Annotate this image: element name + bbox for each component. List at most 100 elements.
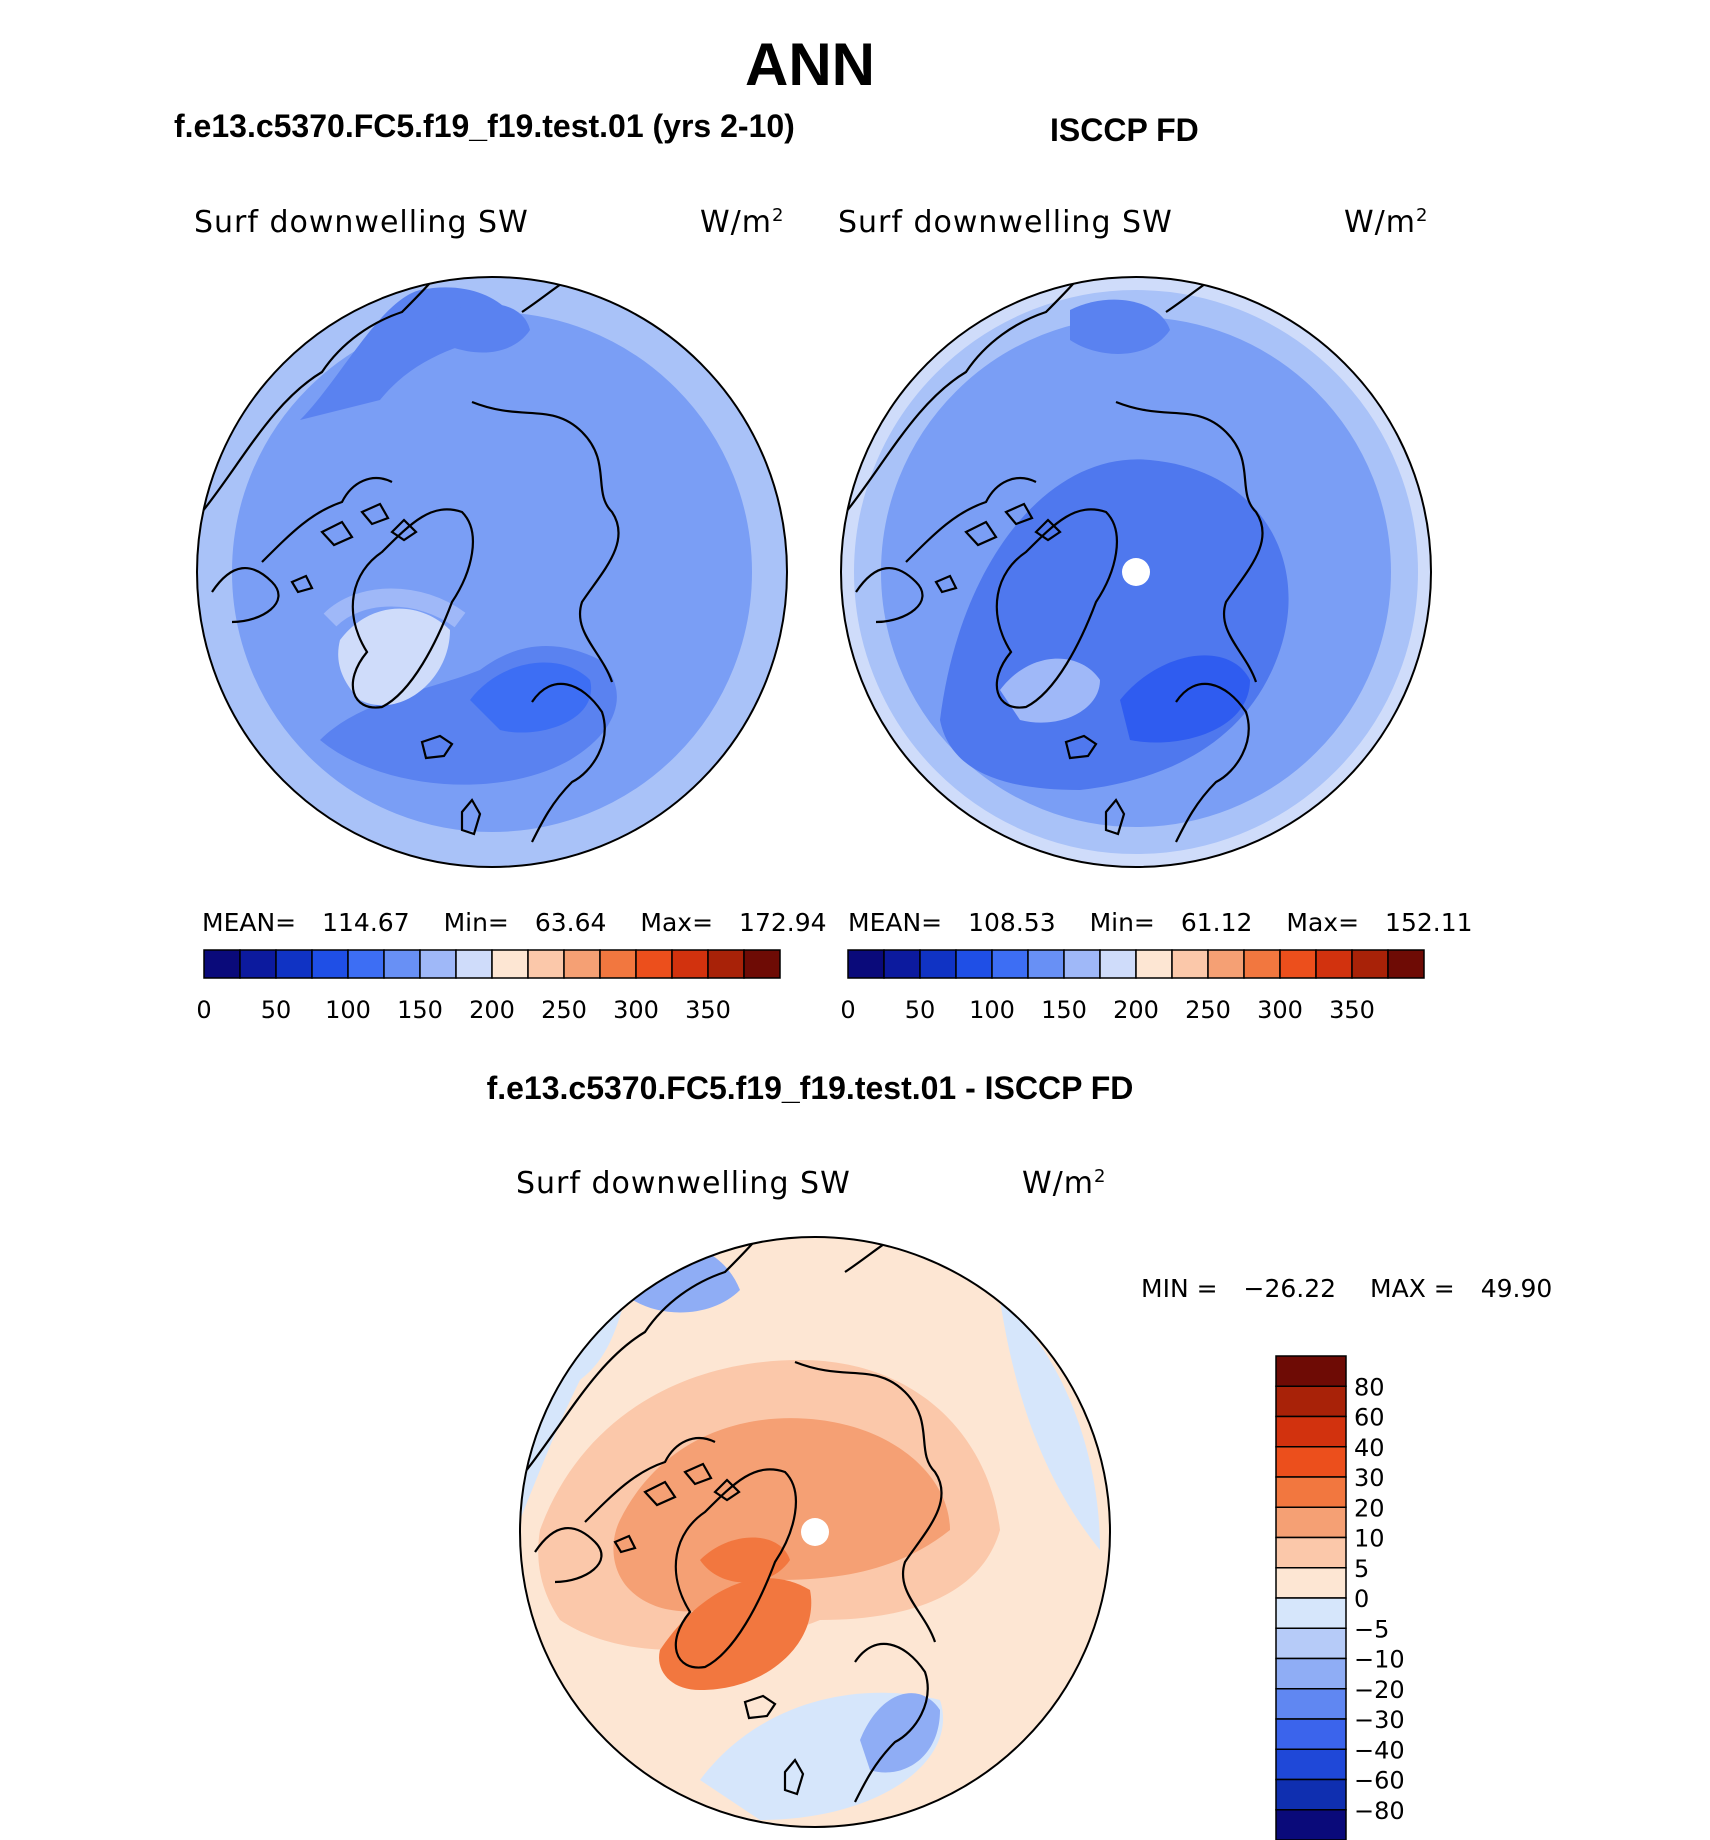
model-colorbar-box	[455, 949, 493, 979]
diff-colorbar-box	[1275, 1748, 1347, 1781]
obs-colorbar-box	[1315, 949, 1353, 979]
model-variable-label: Surf downwelling SW	[194, 205, 529, 240]
diff-colorbar-box	[1275, 1718, 1347, 1750]
obs-units-label: W/m2	[1344, 205, 1429, 240]
obs-colorbar-tick-label: 350	[1329, 996, 1375, 1024]
model-colorbar-box	[419, 949, 457, 979]
diff-colorbar-tick-label: −5	[1354, 1615, 1389, 1643]
model-colorbar-box	[635, 949, 673, 979]
model-colorbar-box	[383, 949, 421, 979]
obs-colorbar-box	[1279, 949, 1317, 979]
obs-colorbar-box	[955, 949, 993, 979]
diff-colorbar-tick-label: 5	[1354, 1555, 1369, 1583]
diff-colorbar-box	[1275, 1657, 1347, 1690]
model-colorbar-tick-label: 300	[613, 996, 659, 1024]
obs-colorbar-box	[1135, 949, 1173, 979]
diff-colorbar-tick-label: −30	[1354, 1706, 1405, 1734]
model-colorbar-box	[599, 949, 637, 979]
diff-colorbar-box	[1275, 1778, 1347, 1811]
obs-colorbar: 0 50 100 150 200 250 300 350	[840, 949, 1425, 1024]
model-colorbar-tick-label: 50	[261, 996, 292, 1024]
diff-colorbar-tick-label: −60	[1354, 1767, 1405, 1795]
diff-colorbar-tick-label: −40	[1354, 1736, 1405, 1764]
model-stats: MEAN= 114.67 Min= 63.64 Max= 172.94	[202, 908, 827, 937]
obs-colorbar-tick-label: 300	[1257, 996, 1303, 1024]
diff-pole-hole	[801, 1518, 829, 1546]
obs-pole-hole	[1122, 558, 1150, 586]
diff-colorbar-tick-label: −80	[1354, 1797, 1405, 1825]
obs-stats: MEAN= 108.53 Min= 61.12 Max= 152.11	[848, 908, 1473, 937]
diff-colorbar-box	[1275, 1809, 1347, 1840]
diff-colorbar-box	[1275, 1476, 1347, 1508]
obs-colorbar-box	[1387, 949, 1425, 979]
obs-panel-title: ISCCP FD	[1050, 112, 1199, 148]
obs-colorbar-tick-label: 150	[1041, 996, 1087, 1024]
diff-map	[520, 1237, 1110, 1827]
model-colorbar-box	[239, 949, 277, 979]
obs-colorbar-box	[1099, 949, 1137, 979]
obs-map	[841, 277, 1431, 867]
model-colorbar-box	[347, 949, 385, 979]
model-colorbar-box	[203, 949, 241, 979]
diff-colorbar-tick-label: 20	[1354, 1494, 1385, 1522]
model-colorbar: 0 50 100 150 200 250 300 350	[196, 949, 781, 1024]
diff-units-label: W/m2	[1022, 1166, 1107, 1201]
obs-colorbar-box	[1171, 949, 1209, 979]
diff-colorbar-box	[1275, 1597, 1347, 1629]
diff-panel-title: f.e13.c5370.FC5.f19_f19.test.01 - ISCCP …	[486, 1070, 1134, 1106]
diff-colorbar-tick-label: −10	[1354, 1646, 1405, 1674]
model-colorbar-box	[563, 949, 601, 979]
model-colorbar-box	[743, 949, 781, 979]
diff-colorbar-tick-label: −20	[1354, 1676, 1405, 1704]
diff-colorbar-tick-label: 60	[1354, 1404, 1385, 1432]
diff-colorbar-box	[1275, 1355, 1347, 1387]
obs-colorbar-box	[1207, 949, 1245, 979]
model-panel-title: f.e13.c5370.FC5.f19_f19.test.01 (yrs 2-1…	[174, 108, 795, 144]
diff-colorbar-tick-label: 30	[1354, 1464, 1385, 1492]
model-colorbar-tick-label: 150	[397, 996, 443, 1024]
model-map	[197, 277, 787, 867]
obs-variable-label: Surf downwelling SW	[838, 205, 1173, 240]
diff-colorbar-box	[1275, 1506, 1347, 1539]
diff-colorbar-box	[1275, 1627, 1347, 1660]
model-colorbar-tick-label: 100	[325, 996, 371, 1024]
diff-colorbar-tick-label: 40	[1354, 1434, 1385, 1462]
diff-colorbar-tick-label: 0	[1354, 1585, 1369, 1613]
diff-colorbar-box	[1275, 1446, 1347, 1478]
model-colorbar-tick-label: 200	[469, 996, 515, 1024]
obs-colorbar-box	[1351, 949, 1389, 979]
obs-colorbar-tick-label: 200	[1113, 996, 1159, 1024]
model-colorbar-box	[311, 949, 349, 979]
model-colorbar-tick-label: 350	[685, 996, 731, 1024]
obs-colorbar-box	[919, 949, 957, 979]
obs-colorbar-tick-label: 250	[1185, 996, 1231, 1024]
model-colorbar-box	[527, 949, 565, 979]
obs-colorbar-tick-label: 0	[840, 996, 855, 1024]
model-colorbar-box	[275, 949, 313, 979]
obs-colorbar-box	[1027, 949, 1065, 979]
diff-colorbar-tick-label: 80	[1354, 1373, 1385, 1401]
model-colorbar-tick-label: 0	[196, 996, 211, 1024]
diff-colorbar-box	[1275, 1385, 1347, 1418]
diff-colorbar-box	[1275, 1688, 1347, 1720]
diff-colorbar-box	[1275, 1536, 1347, 1569]
diff-stats: MIN = −26.22 MAX = 49.90	[1141, 1274, 1553, 1303]
obs-colorbar-tick-label: 100	[969, 996, 1015, 1024]
diff-colorbar-box	[1275, 1567, 1347, 1599]
diff-colorbar-box	[1275, 1415, 1347, 1448]
obs-colorbar-box	[847, 949, 885, 979]
figure-title: ANN	[745, 31, 875, 98]
obs-colorbar-box	[1063, 949, 1101, 979]
obs-colorbar-box	[991, 949, 1029, 979]
model-colorbar-box	[707, 949, 745, 979]
model-units-label: W/m2	[700, 205, 785, 240]
obs-colorbar-box	[883, 949, 921, 979]
model-colorbar-box	[491, 949, 529, 979]
obs-colorbar-box	[1243, 949, 1281, 979]
obs-colorbar-tick-label: 50	[905, 996, 936, 1024]
model-colorbar-tick-label: 250	[541, 996, 587, 1024]
model-colorbar-box	[671, 949, 709, 979]
diff-colorbar-tick-label: 10	[1354, 1525, 1385, 1553]
